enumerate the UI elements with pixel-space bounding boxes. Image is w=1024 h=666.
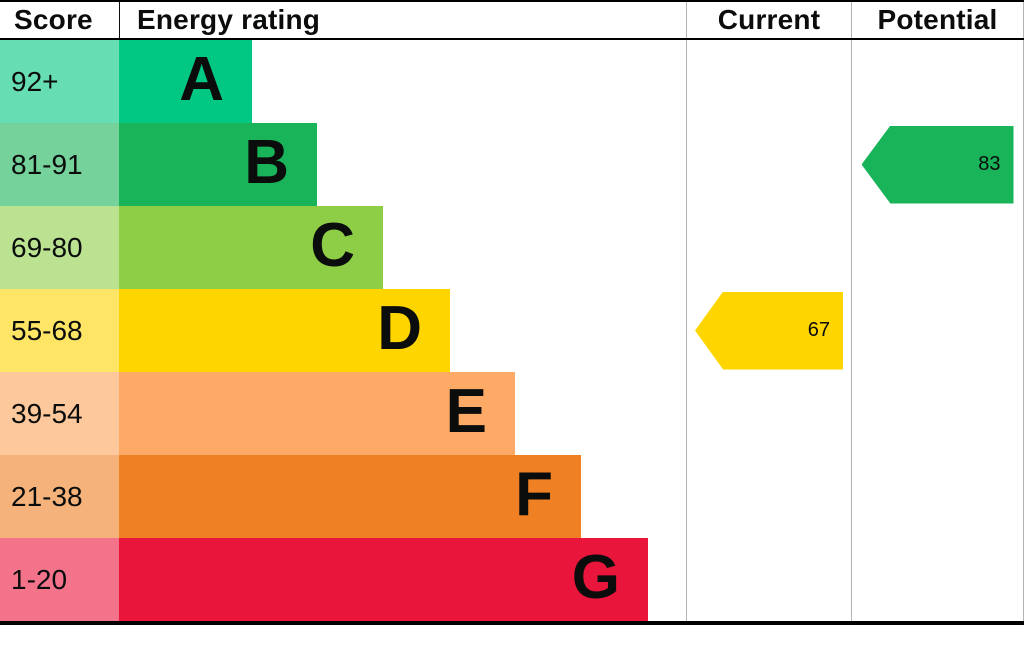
score-range-label: 39-54 (0, 372, 119, 455)
chart-header-row: Score Energy rating Current Potential (0, 2, 1024, 40)
potential-cell-c (851, 206, 1024, 289)
rating-bar-g: G (119, 538, 648, 621)
potential-cell-e (851, 372, 1024, 455)
current-cell-e (686, 372, 851, 455)
band-letter: D (377, 293, 422, 363)
band-letter: A (179, 44, 224, 114)
potential-value: 83 (978, 153, 1001, 175)
band-letter: C (310, 210, 355, 280)
band-row-e: 39-54 E (0, 372, 1024, 455)
score-range-label: 21-38 (0, 455, 119, 538)
band-letter: F (515, 459, 553, 529)
header-current: Current (686, 2, 851, 38)
band-row-d: 55-68 D 67 (0, 289, 1024, 372)
band-row-c: 69-80 C (0, 206, 1024, 289)
band-letter: E (445, 376, 487, 446)
chart-bottom-border (0, 621, 1024, 625)
epc-rating-chart: Score Energy rating Current Potential 92… (0, 0, 1024, 625)
current-value: 67 (807, 319, 830, 341)
score-range-label: 69-80 (0, 206, 119, 289)
score-range-label: 55-68 (0, 289, 119, 372)
header-potential: Potential (851, 2, 1024, 38)
potential-cell-f (851, 455, 1024, 538)
rating-bar-b: B (119, 123, 317, 206)
potential-arrow: 83 (861, 125, 1014, 204)
current-cell-f (686, 455, 851, 538)
potential-cell-a (851, 40, 1024, 123)
potential-cell-d (851, 289, 1024, 372)
header-score: Score (14, 4, 93, 35)
potential-cell-b: 83 (851, 123, 1024, 206)
band-letter: G (571, 542, 620, 612)
band-row-b: 81-91 B 83 (0, 123, 1024, 206)
current-cell-d: 67 (686, 289, 851, 372)
rating-bar-f: F (119, 455, 581, 538)
score-range-label: 1-20 (0, 538, 119, 621)
score-range-label: 81-91 (0, 123, 119, 206)
current-cell-b (686, 123, 851, 206)
score-range-label: 92+ (0, 40, 119, 123)
current-cell-c (686, 206, 851, 289)
current-arrow: 67 (695, 291, 843, 370)
band-row-a: 92+ A (0, 40, 1024, 123)
band-row-g: 1-20 G (0, 538, 1024, 621)
rating-bar-c: C (119, 206, 383, 289)
rating-bar-e: E (119, 372, 515, 455)
potential-cell-g (851, 538, 1024, 621)
band-letter: B (244, 127, 289, 197)
current-cell-g (686, 538, 851, 621)
rating-bar-d: D (119, 289, 450, 372)
band-row-f: 21-38 F (0, 455, 1024, 538)
rating-bar-a: A (119, 40, 252, 123)
header-energy-rating: Energy rating (119, 2, 686, 38)
current-cell-a (686, 40, 851, 123)
